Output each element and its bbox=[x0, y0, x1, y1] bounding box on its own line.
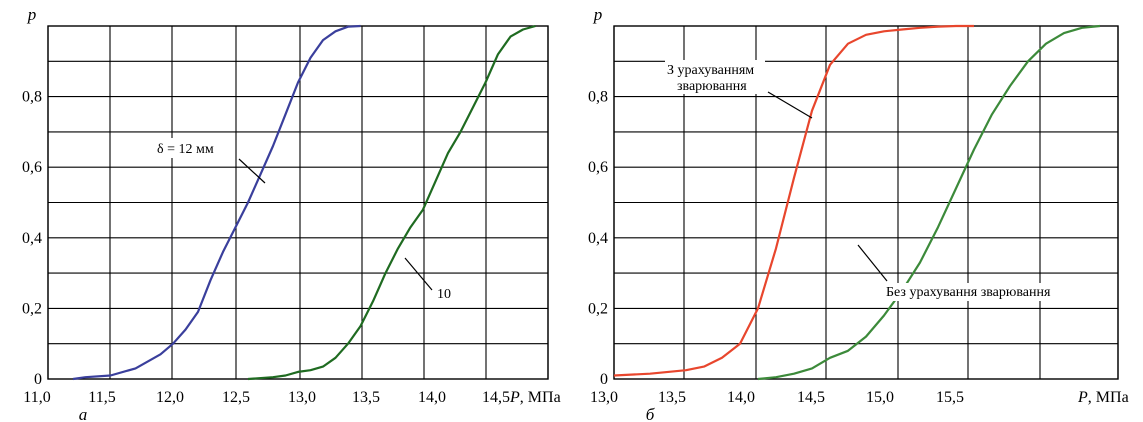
x-tick-label: 14,0 bbox=[727, 389, 755, 406]
series-label: 10 bbox=[437, 287, 451, 302]
x-tick-label: 14,0 bbox=[418, 389, 446, 406]
y-tick-label: 0 bbox=[600, 371, 608, 388]
label-leader-line bbox=[238, 158, 266, 184]
x-tick-label: 11,5 bbox=[88, 389, 115, 406]
y-tick-label: 0,8 bbox=[588, 89, 608, 106]
label-background bbox=[883, 283, 1066, 301]
panel-letter: а bbox=[79, 405, 88, 422]
series-label: δ = 12 мм bbox=[157, 142, 214, 157]
y-axis-label: p bbox=[27, 5, 37, 24]
plot-frame bbox=[613, 25, 1119, 380]
x-tick-label: 15,0 bbox=[866, 389, 894, 406]
x-tick-label: 13,0 bbox=[288, 389, 316, 406]
panel-a: 0 0,2 0,4 0,6 0,8 p 11,0 11,5 12,0 12,5 13,0 13,5 14… bbox=[22, 5, 561, 422]
y-tick-label: 0,2 bbox=[588, 300, 608, 317]
label-leader-line bbox=[404, 257, 433, 291]
x-tick-label: 13,5 bbox=[658, 389, 686, 406]
y-tick-label: 0,4 bbox=[588, 230, 608, 247]
y-axis-label: p bbox=[593, 5, 603, 24]
label-background bbox=[434, 283, 458, 303]
x-tick-label: 14,5 bbox=[482, 389, 510, 406]
x-tick-label: 13,0 bbox=[590, 389, 618, 406]
y-tick-label: 0,6 bbox=[588, 159, 608, 176]
x-tick-label: 14,5 bbox=[797, 389, 825, 406]
label-leader-line bbox=[767, 91, 813, 119]
x-tick-label: 12,5 bbox=[222, 389, 250, 406]
y-tick-label: 0,2 bbox=[22, 300, 42, 317]
x-axis-label: P, МПа bbox=[1077, 389, 1129, 406]
x-tick-label: 15,5 bbox=[936, 389, 964, 406]
x-tick-label: 13,5 bbox=[352, 389, 380, 406]
series-label: З урахуванням bbox=[667, 63, 754, 78]
label-background bbox=[154, 138, 234, 158]
y-tick-label: 0,8 bbox=[22, 89, 42, 106]
series-line-b-1 bbox=[613, 24, 974, 377]
plot-frame bbox=[47, 25, 549, 380]
y-tick-label: 0 bbox=[34, 371, 42, 388]
x-axis-label: P, МПа bbox=[509, 389, 561, 406]
series-line-a-2 bbox=[247, 24, 536, 381]
series-label: Без урахування зварювання bbox=[886, 285, 1051, 300]
panel-letter: б bbox=[646, 405, 655, 422]
series-line-b-2 bbox=[757, 24, 1101, 381]
label-background bbox=[665, 60, 765, 94]
x-tick-label: 11,0 bbox=[23, 389, 50, 406]
y-tick-label: 0,4 bbox=[22, 230, 42, 247]
series-label: зварювання bbox=[677, 79, 747, 94]
series-line-a-1 bbox=[72, 24, 361, 381]
panel-b: 0 0,2 0,4 0,6 0,8 p 13,0 13,5 14,0 14,5 15,0 15,5 P,… bbox=[588, 5, 1129, 422]
x-tick-label: 12,0 bbox=[156, 389, 184, 406]
label-leader-line bbox=[857, 244, 888, 282]
y-tick-label: 0,6 bbox=[22, 159, 42, 176]
